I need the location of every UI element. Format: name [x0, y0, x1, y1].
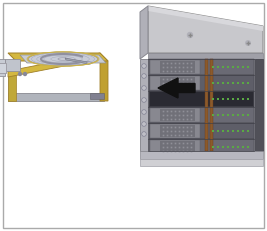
- Polygon shape: [8, 53, 108, 61]
- Circle shape: [143, 111, 145, 113]
- Polygon shape: [150, 140, 200, 154]
- Circle shape: [142, 122, 146, 126]
- Polygon shape: [150, 76, 200, 90]
- Polygon shape: [149, 59, 254, 75]
- Polygon shape: [148, 53, 263, 59]
- Circle shape: [18, 73, 22, 76]
- Circle shape: [246, 41, 250, 45]
- Polygon shape: [160, 141, 195, 153]
- Polygon shape: [90, 93, 104, 99]
- Ellipse shape: [28, 52, 98, 66]
- Polygon shape: [148, 59, 263, 151]
- Polygon shape: [65, 58, 89, 64]
- Polygon shape: [160, 125, 195, 137]
- Bar: [210, 59, 213, 151]
- Polygon shape: [8, 93, 104, 101]
- Ellipse shape: [87, 62, 92, 64]
- Polygon shape: [5, 59, 20, 71]
- Polygon shape: [149, 139, 254, 155]
- Polygon shape: [148, 6, 263, 53]
- Polygon shape: [140, 59, 148, 151]
- Polygon shape: [150, 108, 200, 122]
- Circle shape: [143, 87, 145, 89]
- Ellipse shape: [58, 58, 68, 60]
- Polygon shape: [150, 124, 200, 138]
- Polygon shape: [140, 6, 148, 59]
- Polygon shape: [140, 159, 263, 166]
- Polygon shape: [20, 55, 106, 63]
- Polygon shape: [160, 109, 195, 121]
- Polygon shape: [8, 53, 16, 101]
- FancyArrow shape: [158, 78, 195, 98]
- Circle shape: [142, 74, 146, 78]
- Circle shape: [143, 65, 145, 67]
- Circle shape: [187, 33, 193, 37]
- Circle shape: [142, 98, 146, 102]
- Polygon shape: [0, 63, 6, 73]
- Polygon shape: [160, 61, 195, 73]
- Circle shape: [23, 73, 26, 76]
- Circle shape: [143, 99, 145, 101]
- Polygon shape: [8, 53, 100, 77]
- Polygon shape: [149, 91, 254, 107]
- Polygon shape: [148, 6, 263, 31]
- Polygon shape: [255, 59, 263, 151]
- Bar: [205, 59, 208, 151]
- Circle shape: [142, 110, 146, 114]
- Circle shape: [143, 133, 145, 135]
- Polygon shape: [140, 151, 263, 159]
- Polygon shape: [160, 77, 195, 89]
- Circle shape: [142, 64, 146, 68]
- Polygon shape: [8, 71, 15, 101]
- Polygon shape: [149, 123, 254, 139]
- Circle shape: [143, 75, 145, 77]
- Circle shape: [143, 123, 145, 125]
- Circle shape: [142, 132, 146, 136]
- Polygon shape: [150, 60, 200, 74]
- Polygon shape: [150, 92, 253, 106]
- Polygon shape: [149, 75, 254, 91]
- Polygon shape: [0, 59, 5, 76]
- Polygon shape: [149, 107, 254, 123]
- Circle shape: [142, 86, 146, 90]
- Polygon shape: [100, 53, 108, 101]
